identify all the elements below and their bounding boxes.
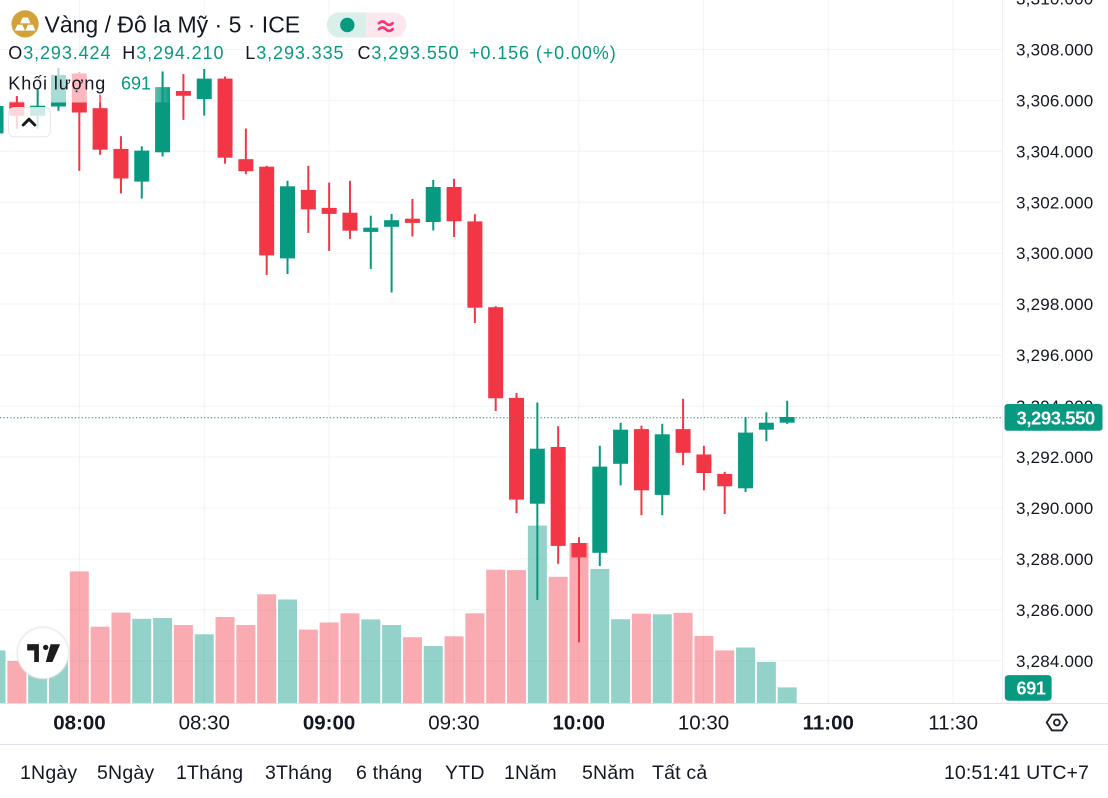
svg-text:3,298.000: 3,298.000 <box>1016 295 1093 314</box>
svg-text:10:00: 10:00 <box>552 712 604 735</box>
svg-text:3,304.000: 3,304.000 <box>1016 142 1093 161</box>
svg-text:3,290.000: 3,290.000 <box>1016 499 1093 518</box>
svg-text:691: 691 <box>121 74 151 94</box>
svg-text:5Năm: 5Năm <box>582 762 635 784</box>
svg-text:11:00: 11:00 <box>803 712 854 735</box>
svg-text:3,302.000: 3,302.000 <box>1016 193 1093 212</box>
svg-text:3,292.000: 3,292.000 <box>1016 448 1093 467</box>
svg-text:3,284.000: 3,284.000 <box>1016 652 1093 671</box>
svg-text:5Ngày: 5Ngày <box>97 762 154 784</box>
svg-text:1Ngày: 1Ngày <box>20 762 77 784</box>
svg-text:09:00: 09:00 <box>303 712 355 735</box>
svg-text:10:30: 10:30 <box>678 712 729 735</box>
svg-text:08:30: 08:30 <box>179 712 230 735</box>
svg-text:691: 691 <box>1017 678 1046 698</box>
svg-text:3,310.000: 3,310.000 <box>1016 0 1093 8</box>
svg-text:L3,293.335: L3,293.335 <box>245 43 344 63</box>
svg-text:08:00: 08:00 <box>53 712 105 735</box>
svg-text:3,288.000: 3,288.000 <box>1016 550 1093 569</box>
svg-text:1Tháng: 1Tháng <box>176 762 243 784</box>
svg-text:3,306.000: 3,306.000 <box>1016 91 1093 110</box>
svg-text:3,296.000: 3,296.000 <box>1016 346 1093 365</box>
svg-text:10:51:41 UTC+7: 10:51:41 UTC+7 <box>944 762 1089 784</box>
svg-text:3,286.000: 3,286.000 <box>1016 601 1093 620</box>
svg-text:1Năm: 1Năm <box>504 762 557 784</box>
svg-text:Vàng / Đô la Mỹ · 5 · ICE: Vàng / Đô la Mỹ · 5 · ICE <box>45 12 301 38</box>
svg-text:O3,293.424: O3,293.424 <box>8 43 111 63</box>
svg-text:11:30: 11:30 <box>928 712 978 735</box>
svg-text:3,300.000: 3,300.000 <box>1016 244 1093 263</box>
svg-text:C3,293.550: C3,293.550 <box>358 43 460 63</box>
svg-text:H3,294.210: H3,294.210 <box>122 43 224 63</box>
svg-text:Khối lượng: Khối lượng <box>8 74 106 94</box>
svg-text:6 tháng: 6 tháng <box>356 762 422 784</box>
svg-text:09:30: 09:30 <box>428 712 479 735</box>
svg-text:YTD: YTD <box>445 762 485 784</box>
svg-text:3,308.000: 3,308.000 <box>1016 40 1093 59</box>
svg-text:3,293.550: 3,293.550 <box>1017 408 1095 429</box>
svg-text:Tất cả: Tất cả <box>652 762 707 784</box>
svg-text:+0.156 (+0.00%): +0.156 (+0.00%) <box>469 43 617 63</box>
svg-text:3Tháng: 3Tháng <box>265 762 332 784</box>
